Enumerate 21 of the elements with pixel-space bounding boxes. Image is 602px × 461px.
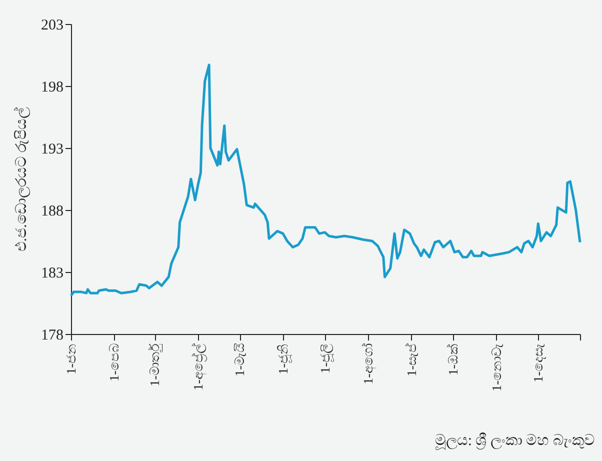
y-tick-label: 198: [41, 80, 64, 96]
x-tick-label: 1-මැයි: [232, 342, 248, 376]
x-tick-label: 1-ජූලි: [317, 344, 334, 374]
y-tick-label: 203: [41, 18, 64, 34]
y-tick-label: 193: [41, 142, 64, 158]
y-tick-label: 183: [41, 266, 64, 282]
y-tick-label: 178: [41, 328, 64, 344]
x-tick-label: 1-නොවැ: [488, 344, 504, 392]
y-axis-title: එ.ජ.ඩොලරයට රුපියල්: [12, 106, 30, 252]
x-tick-label: 1-පෙබ: [106, 344, 122, 382]
x-tick-label: 1-අගෝ: [360, 344, 377, 384]
x-tick-label: 1-ඔක්: [446, 344, 461, 376]
x-tick-label: 1-ජන: [64, 344, 78, 374]
x-tick-label: 1-මාර්තු: [147, 344, 164, 386]
y-tick-label: 188: [41, 204, 64, 220]
text: මූලය: ශ්‍රී ලංකා මහ බැංකුව: [434, 433, 595, 450]
x-tick-label: 1-අප්‍රේල්: [190, 344, 206, 390]
x-tick-label: 1-ජූනි: [275, 344, 292, 374]
line-series: [70, 64, 582, 297]
x-tick-label: 1-දෙසැ: [530, 344, 547, 382]
x-tick-label: 1-සැප්: [404, 344, 419, 376]
